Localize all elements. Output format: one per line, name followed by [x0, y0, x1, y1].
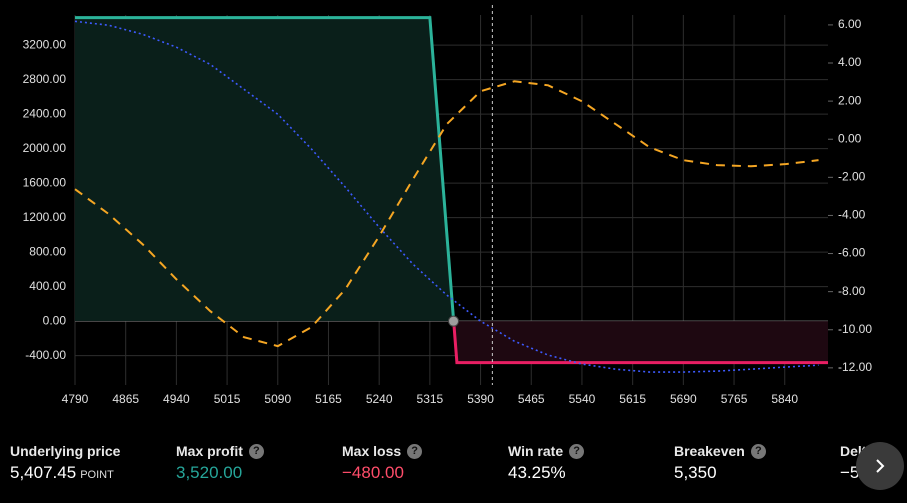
x-tick-label: 5015 [214, 392, 241, 406]
y-tick-label: 3200.00 [23, 37, 67, 51]
y-tick-label: -400.00 [25, 348, 66, 362]
help-icon[interactable]: ? [407, 443, 423, 459]
stat-value-text: −480.00 [342, 463, 404, 482]
stat-label: Breakeven? [674, 440, 766, 462]
stats-bar: Underlying price 5,407.45 POINT Max profit?… [0, 440, 907, 503]
stat-label-text: Underlying price [10, 443, 121, 459]
help-icon[interactable]: ? [569, 443, 585, 459]
y-tick-label: 1200.00 [23, 210, 67, 224]
x-tick-label: 5165 [315, 392, 342, 406]
y-tick-label: 800.00 [29, 244, 66, 258]
y2-tick-label: 4.00 [838, 55, 862, 69]
x-tick-label: 5540 [569, 392, 596, 406]
x-tick-label: 5690 [670, 392, 697, 406]
stat-label-text: Max profit [176, 443, 243, 459]
stat-label-text: Max loss [342, 443, 402, 459]
x-tick-label: 5240 [366, 392, 393, 406]
x-tick-label: 5465 [518, 392, 545, 406]
stat: Win rate? 43.25% [508, 440, 585, 483]
pnl-line [75, 16, 828, 365]
y2-tick-label: -12.00 [838, 360, 872, 374]
x-tick-label: 5840 [771, 392, 798, 406]
next-button[interactable] [856, 442, 904, 490]
help-icon[interactable]: ? [248, 443, 264, 459]
y2-tick-label: -10.00 [838, 322, 872, 336]
x-tick-label: 4865 [112, 392, 139, 406]
y2-tick-label: -8.00 [838, 284, 866, 298]
dashed-line [74, 80, 819, 348]
stat-value: −5 [840, 463, 874, 483]
y-tick-label: 2000.00 [23, 141, 67, 155]
x-tick-label: 5390 [467, 392, 494, 406]
stat: Breakeven? 5,350 [674, 440, 766, 483]
chevron-icon [876, 459, 885, 473]
chart: 4790 4865 4940 5015 5090 5165 5240 5315 5390 5465… [23, 5, 872, 406]
stat-value-text: 5,350 [674, 463, 717, 482]
x-tick-label: 5765 [721, 392, 748, 406]
stat-value: 5,407.45 POINT [10, 463, 120, 483]
stat-label-text: Breakeven [674, 443, 745, 459]
y-tick-label: 2400.00 [23, 106, 67, 120]
breakeven-marker [448, 315, 460, 327]
stat: Max loss? −480.00 [342, 440, 423, 483]
stat-value: 5,350 [674, 463, 766, 483]
stat-value-text: 3,520.00 [176, 463, 243, 482]
y-tick-label: 400.00 [29, 279, 66, 293]
y2-tick-label: 0.00 [838, 131, 862, 145]
stat-value: 3,520.00 [176, 463, 264, 483]
stat-value-text: −5 [840, 463, 860, 482]
x-tick-label: 5315 [417, 392, 444, 406]
x-tick-label: 5615 [619, 392, 646, 406]
x-tick-label: 5090 [264, 392, 291, 406]
stat-label: Max loss? [342, 440, 423, 462]
pnl-area [75, 17, 828, 363]
y-tick-label: 0.00 [43, 313, 67, 327]
stat: Max profit? 3,520.00 [176, 440, 264, 483]
x-tick-label: 4790 [62, 392, 89, 406]
y2-tick-label: -6.00 [838, 246, 866, 260]
help-icon[interactable]: ? [750, 443, 766, 459]
stat-value-text: 5,407.45 [10, 463, 77, 482]
stat-unit: POINT [80, 469, 114, 481]
stat-value: 43.25% [508, 463, 584, 483]
stat-label: Max profit? [176, 440, 264, 462]
y2-tick-label: -2.00 [838, 169, 866, 183]
y-tick-label: 2800.00 [23, 72, 67, 86]
stat: Underlying price 5,407.45 POINT [10, 440, 120, 483]
stat-value-text: 43.25% [508, 463, 566, 482]
stat-value: −480.00 [342, 463, 422, 483]
y2-tick-label: -4.00 [838, 208, 866, 222]
y2-tick-label: 6.00 [838, 17, 862, 31]
dotted-line [74, 20, 819, 373]
y-tick-label: 1600.00 [23, 175, 67, 189]
stat-label: Underlying price [10, 440, 120, 462]
stat-label-text: Win rate [508, 443, 564, 459]
y2-tick-label: 2.00 [838, 93, 862, 107]
x-tick-label: 4940 [163, 392, 190, 406]
stat-label: Win rate? [508, 440, 585, 462]
